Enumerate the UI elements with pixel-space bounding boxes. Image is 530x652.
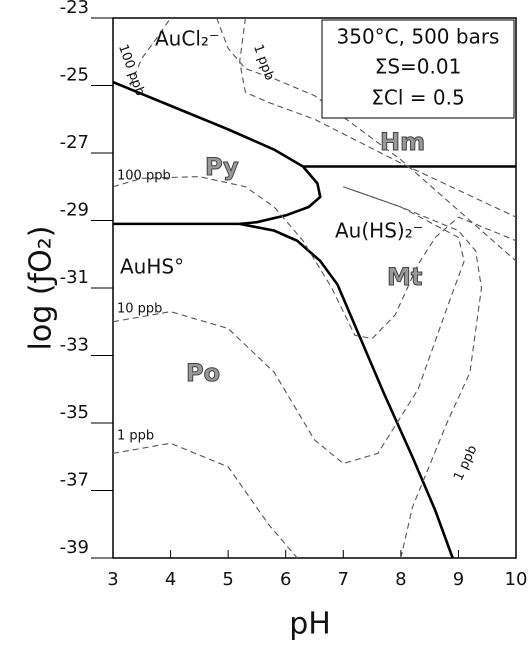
contour-label: 100 ppb	[115, 42, 147, 98]
phase-boundary	[239, 222, 454, 559]
y-tick-label: -25	[60, 65, 89, 86]
x-tick-label: 5	[222, 569, 233, 590]
y-axis-label: log (ƒO₂)	[24, 226, 59, 351]
contour-label: 100 ppb	[117, 169, 171, 184]
condition-text: ΣS=0.01	[375, 55, 462, 79]
condition-text: ΣCl = 0.5	[371, 86, 464, 110]
contour-line	[239, 17, 517, 218]
x-tick-label: 3	[107, 569, 118, 590]
contour-line	[112, 442, 298, 559]
mineral-label: Py	[205, 153, 239, 181]
x-tick-label: 9	[453, 569, 464, 590]
field-label: Au(HS)₂⁻	[335, 219, 423, 243]
y-tick-label: -35	[60, 402, 89, 423]
contour-line	[112, 186, 465, 465]
mineral-label: Po	[186, 359, 220, 387]
contour-label: 1 ppb	[451, 443, 480, 483]
y-tick-label: -27	[60, 132, 89, 153]
x-tick-label: 6	[280, 569, 291, 590]
y-tick-label: -39	[60, 537, 89, 558]
contour-label: 1 ppb	[250, 42, 277, 82]
y-tick-label: -29	[60, 200, 89, 221]
conditions-box	[321, 19, 515, 119]
phase-boundary	[112, 80, 322, 226]
y-tick-label: -23	[60, 0, 89, 18]
x-tick-label: 10	[505, 569, 528, 590]
condition-text: 350°C, 500 bars	[337, 25, 500, 49]
y-tick-label: -33	[60, 335, 89, 356]
field-label: AuHS°	[120, 255, 184, 279]
x-axis-label: pH	[289, 607, 331, 642]
mineral-label: Mt	[387, 263, 422, 291]
contour-label: 10 ppb	[117, 302, 162, 317]
contour-line	[343, 186, 483, 559]
contour-line	[216, 17, 517, 262]
y-tick-label: -37	[60, 470, 89, 491]
y-tick-label: -31	[60, 267, 89, 288]
mineral-label: Hm	[380, 128, 425, 156]
x-tick-label: 7	[338, 569, 349, 590]
contour-line	[129, 17, 172, 86]
contour-line	[112, 176, 517, 340]
x-tick-label: 8	[395, 569, 406, 590]
field-label: AuCl₂⁻	[155, 27, 219, 51]
x-tick-label: 4	[165, 569, 176, 590]
contour-label: 1 ppb	[117, 429, 154, 444]
